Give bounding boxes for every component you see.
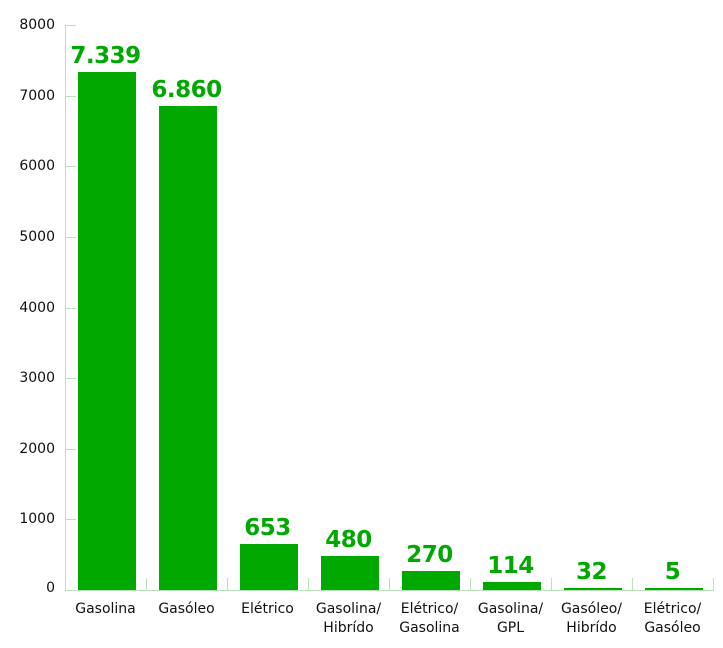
data-label: 5 xyxy=(664,559,681,585)
data-label: 653 xyxy=(244,515,291,541)
x-tick-label-line: Gasóleo/ xyxy=(560,601,623,617)
y-tick xyxy=(65,449,76,450)
y-tick-label: 6000 xyxy=(19,158,55,174)
y-tick-label: 2000 xyxy=(19,441,55,457)
bar-elétrico-gasóleo xyxy=(644,588,703,590)
x-tick-label-line: Elétrico/ xyxy=(400,601,459,617)
x-tick-label: Elétrico/Gasóleo xyxy=(626,600,719,638)
y-tick-label: 8000 xyxy=(19,17,55,33)
x-tick-label-line: Gasolina xyxy=(399,620,460,636)
x-axis-line xyxy=(65,590,714,591)
x-tick xyxy=(146,578,147,590)
y-tick xyxy=(65,308,76,309)
x-tick xyxy=(470,578,471,590)
y-tick xyxy=(65,96,76,97)
bar-gasolina-híbrido xyxy=(320,556,379,590)
bar-gasóleo xyxy=(158,106,217,590)
x-tick xyxy=(713,578,714,590)
bar-gasolina-gpl xyxy=(482,582,541,590)
bar-elétrico xyxy=(239,544,298,590)
x-tick-label-line: Gasolina/ xyxy=(315,601,382,617)
data-label: 270 xyxy=(406,542,453,568)
x-tick-label-line: Elétrico/ xyxy=(643,601,702,617)
data-label: 7.339 xyxy=(70,43,141,69)
x-tick-label: Gasóleo xyxy=(140,600,233,619)
x-tick-label-line: Gasolina xyxy=(75,601,136,617)
y-tick-label: 3000 xyxy=(19,370,55,386)
x-tick-label-line: Hibrído xyxy=(566,620,617,636)
x-tick-label-line: GPL xyxy=(496,620,525,636)
bar-gasolina xyxy=(77,72,136,590)
x-tick xyxy=(227,578,228,590)
x-tick-label-line: Elétrico xyxy=(241,601,294,617)
data-label: 6.860 xyxy=(151,77,222,103)
x-tick-label: Elétrico xyxy=(221,600,314,619)
y-tick-label: 4000 xyxy=(19,300,55,316)
x-tick-label: Gasóleo/Hibrído xyxy=(545,600,638,638)
x-tick xyxy=(308,578,309,590)
y-tick xyxy=(65,25,76,26)
data-label: 114 xyxy=(487,553,534,579)
y-tick xyxy=(65,378,76,379)
x-tick-label: Elétrico/Gasolina xyxy=(383,600,476,638)
bar-gasóleo-hibrído xyxy=(563,588,622,590)
x-tick xyxy=(65,578,66,590)
data-label: 32 xyxy=(575,559,608,585)
y-tick xyxy=(65,519,76,520)
x-tick-label-line: Gasóleo xyxy=(644,620,701,636)
bar-elétrico-gasolina xyxy=(401,571,460,590)
x-tick xyxy=(632,578,633,590)
x-tick-label: Gasolina xyxy=(59,600,152,619)
x-tick xyxy=(551,578,552,590)
data-label: 480 xyxy=(325,527,372,553)
y-tick-label: 5000 xyxy=(19,229,55,245)
x-tick xyxy=(389,578,390,590)
y-tick-label: 1000 xyxy=(19,511,55,527)
y-tick-label: 7000 xyxy=(19,88,55,104)
x-tick-label: Gasolina/Hibrído xyxy=(302,600,395,638)
x-tick-label-line: Gasolina/ xyxy=(477,601,544,617)
y-tick xyxy=(65,166,76,167)
x-tick-label-line: Hibrído xyxy=(323,620,374,636)
y-tick xyxy=(65,237,76,238)
x-tick-label-line: Gasóleo xyxy=(158,601,215,617)
y-tick-label: 0 xyxy=(46,580,55,596)
x-tick-label: Gasolina/GPL xyxy=(464,600,557,638)
